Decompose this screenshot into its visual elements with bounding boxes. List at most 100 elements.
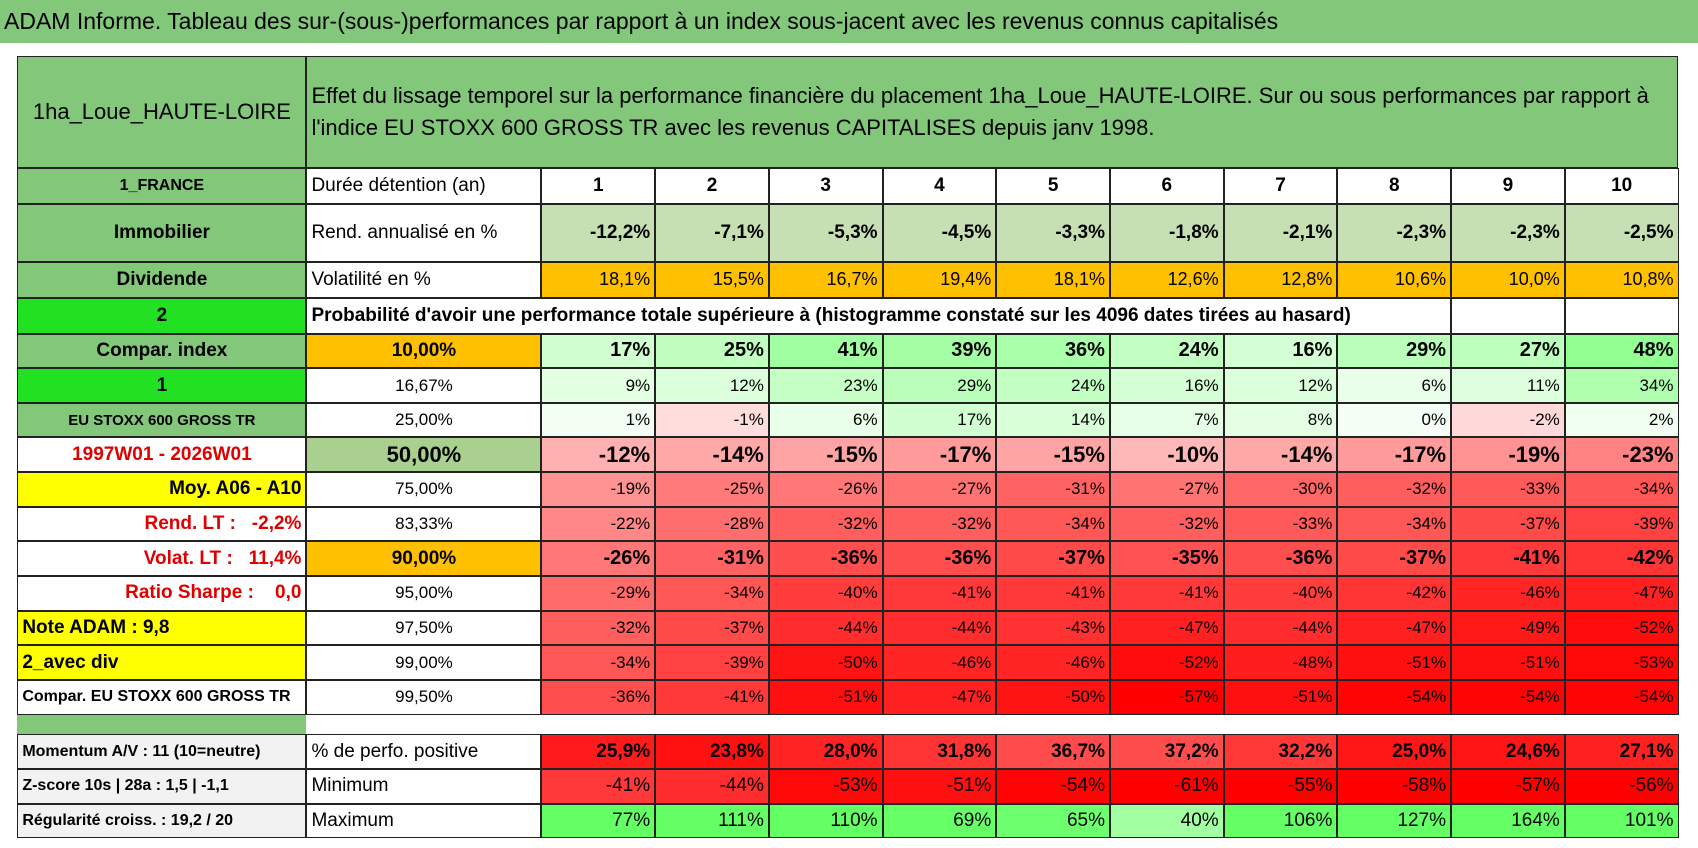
quantile-value: -31% <box>655 541 769 577</box>
quantile-value: -54% <box>1451 680 1565 715</box>
side-label: Volat. LT : 11,4% <box>17 541 307 577</box>
bottom-side-label: Z-score 10s | 28a : 1,5 | -1,1 <box>17 768 307 804</box>
annual-return: -1,8% <box>1109 203 1224 263</box>
quantile-value: -41% <box>655 680 769 715</box>
side-label: 2_avec div <box>17 645 307 681</box>
bottom-value: 37,2% <box>1109 734 1224 769</box>
annual-return: -2,5% <box>1564 203 1679 263</box>
bottom-value: 28,0% <box>768 734 883 769</box>
quantile-value: -50% <box>996 680 1110 715</box>
quantile-value: -17% <box>882 437 997 473</box>
volatility: 10,6% <box>1337 262 1452 298</box>
bottom-value: -61% <box>1109 768 1224 804</box>
quantile-value: -37% <box>655 610 769 646</box>
annual-return: -5,3% <box>768 203 883 263</box>
quantile-value: -47% <box>1564 576 1679 611</box>
quantile-value: -51% <box>1223 680 1338 715</box>
quantile-value: -48% <box>1223 645 1338 681</box>
spacer <box>17 714 307 735</box>
annual-return: -3,3% <box>996 203 1110 263</box>
bottom-value: 23,8% <box>655 734 769 769</box>
annual-return: -12,2% <box>541 203 656 263</box>
quantile-value: 6% <box>768 402 883 438</box>
quantile-value: -41% <box>996 576 1110 611</box>
quantile-value: 29% <box>882 368 997 403</box>
bottom-value: 110% <box>768 803 883 839</box>
quantile-value: 0% <box>1337 402 1452 438</box>
quantile-value: -52% <box>1564 610 1679 646</box>
annual-return: -7,1% <box>655 203 769 263</box>
quantile-value: -32% <box>1109 506 1224 542</box>
quantile-value: 2% <box>1564 402 1679 438</box>
quantile-value: -46% <box>996 645 1110 681</box>
quantile-value: 8% <box>1223 402 1338 438</box>
side-label: 1997W01 - 2026W01 <box>17 437 307 473</box>
quantile-value: -14% <box>655 437 769 473</box>
quantile-label: 25,00% <box>306 402 542 438</box>
quantile-value: -37% <box>1451 506 1565 542</box>
volatility: 12,6% <box>1109 262 1224 298</box>
quantile-value: 41% <box>768 333 883 369</box>
quantile-value: -44% <box>1223 610 1338 646</box>
quantile-value: 48% <box>1564 333 1679 369</box>
volatility: 18,1% <box>996 262 1110 298</box>
quantile-value: -36% <box>768 541 883 577</box>
quantile-value: -40% <box>768 576 883 611</box>
quantile-value: 1% <box>541 402 656 438</box>
quantile-value: -44% <box>882 610 997 646</box>
bottom-value: 127% <box>1337 803 1452 839</box>
quantile-value: -36% <box>541 680 656 715</box>
bottom-value: 25,0% <box>1337 734 1452 769</box>
quantile-value: -51% <box>1451 645 1565 681</box>
quantile-value: -30% <box>1223 472 1338 507</box>
side-label: Rend. LT : -2,2% <box>17 506 307 542</box>
quantile-value: -47% <box>1337 610 1452 646</box>
quantile-value: -34% <box>1564 472 1679 507</box>
volatility: 10,0% <box>1451 262 1565 298</box>
quantile-value: -54% <box>1564 680 1679 715</box>
bottom-row-label: % de perfo. positive <box>306 734 542 769</box>
side-label: Moy. A06 - A10 <box>17 472 307 507</box>
quantile-value: -41% <box>1451 541 1565 577</box>
quantile-label: 83,33% <box>306 506 542 542</box>
bottom-row-label: Maximum <box>306 803 542 839</box>
quantile-value: 17% <box>541 333 656 369</box>
volatility: 15,5% <box>655 262 769 298</box>
quantile-value: -44% <box>768 610 883 646</box>
side-label: Immobilier <box>17 203 307 263</box>
quantile-value: -10% <box>1109 437 1224 473</box>
quantile-value: -54% <box>1337 680 1452 715</box>
quantile-value: -39% <box>1564 506 1679 542</box>
quantile-value: -32% <box>541 610 656 646</box>
quantile-value: 29% <box>1337 333 1452 369</box>
quantile-value: -37% <box>1337 541 1452 577</box>
quantile-value: 16% <box>1109 368 1224 403</box>
row-label: Rend. annualisé en % <box>306 203 542 263</box>
bottom-value: -41% <box>541 768 656 804</box>
duration-header: 10 <box>1564 167 1679 204</box>
title-bar: ADAM Informe. Tableau des sur-(sous-)per… <box>0 0 1698 44</box>
quantile-value: -26% <box>541 541 656 577</box>
bottom-value: -56% <box>1564 768 1679 804</box>
bottom-value: -57% <box>1451 768 1565 804</box>
header-description: Effet du lissage temporel sur la perform… <box>306 56 1679 168</box>
quantile-label: 75,00% <box>306 472 542 507</box>
quantile-value: 23% <box>768 368 883 403</box>
quantile-value: -34% <box>1337 506 1452 542</box>
quantile-value: 14% <box>996 402 1110 438</box>
quantile-value: -32% <box>882 506 997 542</box>
quantile-label: 99,00% <box>306 645 542 681</box>
quantile-value: 36% <box>996 333 1110 369</box>
quantile-value: -52% <box>1109 645 1224 681</box>
bottom-value: 25,9% <box>541 734 656 769</box>
quantile-value: 25% <box>655 333 769 369</box>
volatility: 19,4% <box>882 262 997 298</box>
quantile-value: 24% <box>1109 333 1224 369</box>
quantile-value: -40% <box>1223 576 1338 611</box>
quantile-value: 16% <box>1223 333 1338 369</box>
quantile-value: -15% <box>768 437 883 473</box>
quantile-value: -49% <box>1451 610 1565 646</box>
bottom-side-label: Momentum A/V : 11 (10=neutre) <box>17 734 307 769</box>
quantile-value: -19% <box>541 472 656 507</box>
